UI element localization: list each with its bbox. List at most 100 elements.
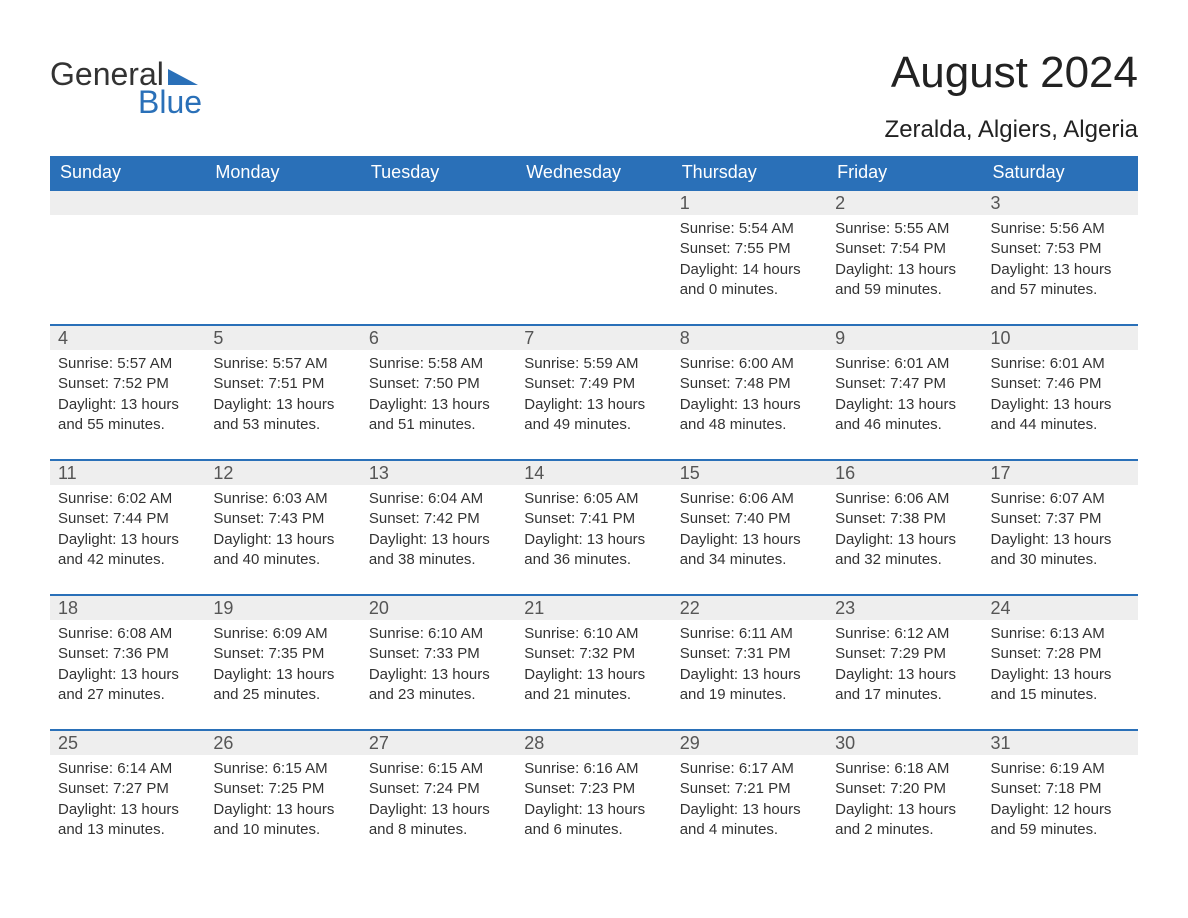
day-number: 20: [361, 596, 516, 620]
weekday-header: Sunday: [50, 156, 205, 190]
day-cell-body: Sunrise: 6:01 AMSunset: 7:46 PMDaylight:…: [983, 350, 1138, 460]
sunrise-line: Sunrise: 6:06 AM: [680, 489, 819, 509]
week-body-row: Sunrise: 5:54 AMSunset: 7:55 PMDaylight:…: [50, 215, 1138, 325]
day-details: Sunrise: 6:06 AMSunset: 7:38 PMDaylight:…: [827, 485, 982, 594]
sunset-line: Sunset: 7:54 PM: [835, 239, 974, 259]
day-number: 6: [361, 326, 516, 350]
day-details: [205, 215, 360, 323]
sunset-line: Sunset: 7:46 PM: [991, 374, 1130, 394]
daylight-line: Daylight: 13 hours and 38 minutes.: [369, 530, 508, 571]
logo-word2: Blue: [138, 86, 202, 118]
day-cell-body: Sunrise: 6:01 AMSunset: 7:47 PMDaylight:…: [827, 350, 982, 460]
day-details: Sunrise: 6:17 AMSunset: 7:21 PMDaylight:…: [672, 755, 827, 864]
daylight-line: Daylight: 13 hours and 2 minutes.: [835, 800, 974, 841]
daylight-line: Daylight: 13 hours and 44 minutes.: [991, 395, 1130, 436]
sunset-line: Sunset: 7:32 PM: [524, 644, 663, 664]
daylight-line: Daylight: 13 hours and 19 minutes.: [680, 665, 819, 706]
day-number: 15: [672, 461, 827, 485]
day-cell-num: 16: [827, 460, 982, 485]
daylight-line: Daylight: 13 hours and 23 minutes.: [369, 665, 508, 706]
sunrise-line: Sunrise: 6:17 AM: [680, 759, 819, 779]
day-details: Sunrise: 5:57 AMSunset: 7:51 PMDaylight:…: [205, 350, 360, 459]
day-number: 31: [983, 731, 1138, 755]
day-cell-body: [205, 215, 360, 325]
daylight-line: Daylight: 13 hours and 30 minutes.: [991, 530, 1130, 571]
day-cell-body: Sunrise: 6:06 AMSunset: 7:40 PMDaylight:…: [672, 485, 827, 595]
day-details: Sunrise: 5:55 AMSunset: 7:54 PMDaylight:…: [827, 215, 982, 324]
day-number: 11: [50, 461, 205, 485]
sunrise-line: Sunrise: 6:11 AM: [680, 624, 819, 644]
day-number: 21: [516, 596, 671, 620]
day-cell-num: 3: [983, 190, 1138, 215]
sunrise-line: Sunrise: 6:16 AM: [524, 759, 663, 779]
daylight-line: Daylight: 13 hours and 36 minutes.: [524, 530, 663, 571]
day-cell-body: Sunrise: 6:17 AMSunset: 7:21 PMDaylight:…: [672, 755, 827, 864]
page-title: August 2024: [885, 48, 1138, 98]
day-cell-num: 24: [983, 595, 1138, 620]
day-cell-num: 1: [672, 190, 827, 215]
daylight-line: Daylight: 13 hours and 49 minutes.: [524, 395, 663, 436]
daylight-line: Daylight: 13 hours and 6 minutes.: [524, 800, 663, 841]
daylight-line: Daylight: 13 hours and 34 minutes.: [680, 530, 819, 571]
sunset-line: Sunset: 7:38 PM: [835, 509, 974, 529]
sunset-line: Sunset: 7:47 PM: [835, 374, 974, 394]
day-cell-body: Sunrise: 6:06 AMSunset: 7:38 PMDaylight:…: [827, 485, 982, 595]
weekday-header: Saturday: [983, 156, 1138, 190]
day-number: 19: [205, 596, 360, 620]
sunset-line: Sunset: 7:41 PM: [524, 509, 663, 529]
week-number-row: 11121314151617: [50, 460, 1138, 485]
day-number: 24: [983, 596, 1138, 620]
day-details: Sunrise: 6:14 AMSunset: 7:27 PMDaylight:…: [50, 755, 205, 864]
day-details: Sunrise: 6:10 AMSunset: 7:32 PMDaylight:…: [516, 620, 671, 729]
daylight-line: Daylight: 13 hours and 4 minutes.: [680, 800, 819, 841]
day-cell-num: 27: [361, 730, 516, 755]
sunrise-line: Sunrise: 6:12 AM: [835, 624, 974, 644]
day-details: [361, 215, 516, 323]
day-number: 5: [205, 326, 360, 350]
sunrise-line: Sunrise: 5:55 AM: [835, 219, 974, 239]
day-number: 22: [672, 596, 827, 620]
daylight-line: Daylight: 13 hours and 46 minutes.: [835, 395, 974, 436]
day-details: Sunrise: 6:04 AMSunset: 7:42 PMDaylight:…: [361, 485, 516, 594]
sunrise-line: Sunrise: 5:59 AM: [524, 354, 663, 374]
day-details: Sunrise: 6:15 AMSunset: 7:25 PMDaylight:…: [205, 755, 360, 864]
sunset-line: Sunset: 7:27 PM: [58, 779, 197, 799]
day-details: Sunrise: 5:59 AMSunset: 7:49 PMDaylight:…: [516, 350, 671, 459]
sunrise-line: Sunrise: 6:05 AM: [524, 489, 663, 509]
daylight-line: Daylight: 13 hours and 25 minutes.: [213, 665, 352, 706]
daylight-line: Daylight: 13 hours and 13 minutes.: [58, 800, 197, 841]
day-details: Sunrise: 6:11 AMSunset: 7:31 PMDaylight:…: [672, 620, 827, 729]
daylight-line: Daylight: 13 hours and 27 minutes.: [58, 665, 197, 706]
sunrise-line: Sunrise: 6:14 AM: [58, 759, 197, 779]
day-cell-body: Sunrise: 6:04 AMSunset: 7:42 PMDaylight:…: [361, 485, 516, 595]
day-number: 18: [50, 596, 205, 620]
daylight-line: Daylight: 13 hours and 48 minutes.: [680, 395, 819, 436]
sunset-line: Sunset: 7:21 PM: [680, 779, 819, 799]
sunrise-line: Sunrise: 6:01 AM: [991, 354, 1130, 374]
sunrise-line: Sunrise: 5:54 AM: [680, 219, 819, 239]
day-cell-body: Sunrise: 6:11 AMSunset: 7:31 PMDaylight:…: [672, 620, 827, 730]
day-details: [50, 215, 205, 323]
sunset-line: Sunset: 7:44 PM: [58, 509, 197, 529]
weekday-header: Thursday: [672, 156, 827, 190]
title-block: August 2024 Zeralda, Algiers, Algeria: [885, 20, 1138, 144]
day-cell-body: Sunrise: 6:08 AMSunset: 7:36 PMDaylight:…: [50, 620, 205, 730]
day-cell-num: 31: [983, 730, 1138, 755]
day-cell-num: 28: [516, 730, 671, 755]
day-cell-num: 30: [827, 730, 982, 755]
daylight-line: Daylight: 13 hours and 21 minutes.: [524, 665, 663, 706]
day-details: Sunrise: 5:54 AMSunset: 7:55 PMDaylight:…: [672, 215, 827, 324]
day-details: Sunrise: 6:19 AMSunset: 7:18 PMDaylight:…: [983, 755, 1138, 864]
day-details: Sunrise: 6:03 AMSunset: 7:43 PMDaylight:…: [205, 485, 360, 594]
day-cell-body: Sunrise: 6:15 AMSunset: 7:25 PMDaylight:…: [205, 755, 360, 864]
day-details: Sunrise: 6:12 AMSunset: 7:29 PMDaylight:…: [827, 620, 982, 729]
day-cell-num: 8: [672, 325, 827, 350]
sunset-line: Sunset: 7:31 PM: [680, 644, 819, 664]
day-number: 23: [827, 596, 982, 620]
day-cell-num: 15: [672, 460, 827, 485]
day-details: Sunrise: 6:07 AMSunset: 7:37 PMDaylight:…: [983, 485, 1138, 594]
day-cell-body: Sunrise: 5:57 AMSunset: 7:51 PMDaylight:…: [205, 350, 360, 460]
day-cell-num: [361, 190, 516, 215]
calendar-thead: SundayMondayTuesdayWednesdayThursdayFrid…: [50, 156, 1138, 190]
day-cell-body: Sunrise: 6:13 AMSunset: 7:28 PMDaylight:…: [983, 620, 1138, 730]
